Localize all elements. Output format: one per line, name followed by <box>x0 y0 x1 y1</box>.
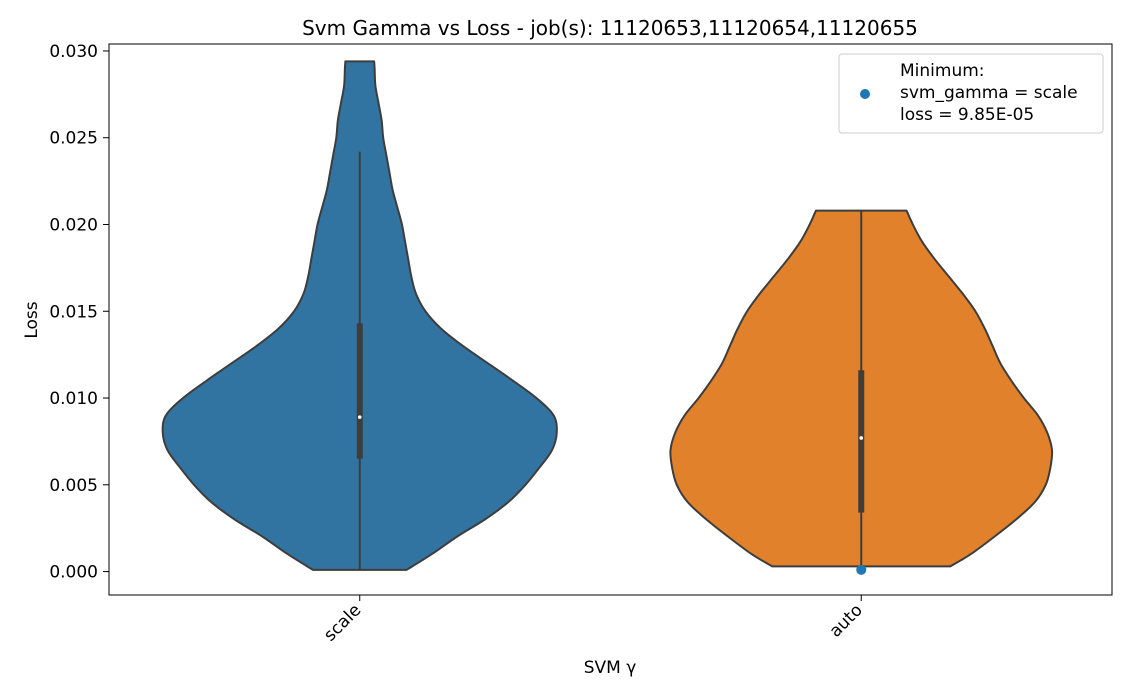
x-tick-label: auto <box>826 600 867 641</box>
y-tick-label: 0.010 <box>49 389 98 409</box>
legend-title: Minimum: <box>900 61 985 81</box>
iqr-box-scale <box>356 323 363 459</box>
minimum-point <box>856 564 867 575</box>
median-scale <box>357 415 362 419</box>
legend-line-loss: loss = 9.85E-05 <box>900 105 1034 125</box>
y-tick-label: 0.005 <box>49 476 98 496</box>
x-axis-label: SVM γ <box>584 658 637 678</box>
violin-scale <box>161 60 558 571</box>
median-auto <box>859 436 864 440</box>
y-tick-label: 0.030 <box>49 42 98 62</box>
legend-marker <box>860 89 870 99</box>
chart-title: Svm Gamma vs Loss - job(s): 11120653,111… <box>302 16 918 40</box>
axes-frame <box>108 43 1113 596</box>
iqr-box-auto <box>858 370 865 513</box>
legend-box <box>838 53 1104 134</box>
y-tick-label: 0.025 <box>49 129 98 149</box>
x-axis: scale auto <box>320 595 867 646</box>
x-tick-label: scale <box>320 600 365 645</box>
y-axis: 0.000 0.005 0.010 0.015 0.020 0.025 0.030 <box>49 42 109 583</box>
y-tick-label: 0.020 <box>49 215 98 235</box>
legend: Minimum: svm_gamma = scale loss = 9.85E-… <box>838 53 1104 134</box>
plot-area <box>161 60 1054 575</box>
y-tick-label: 0.000 <box>49 563 98 583</box>
legend-line-gamma: svm_gamma = scale <box>900 83 1078 103</box>
violin-auto <box>669 209 1054 568</box>
y-tick-label: 0.015 <box>49 302 98 322</box>
y-axis-label: Loss <box>22 301 42 338</box>
